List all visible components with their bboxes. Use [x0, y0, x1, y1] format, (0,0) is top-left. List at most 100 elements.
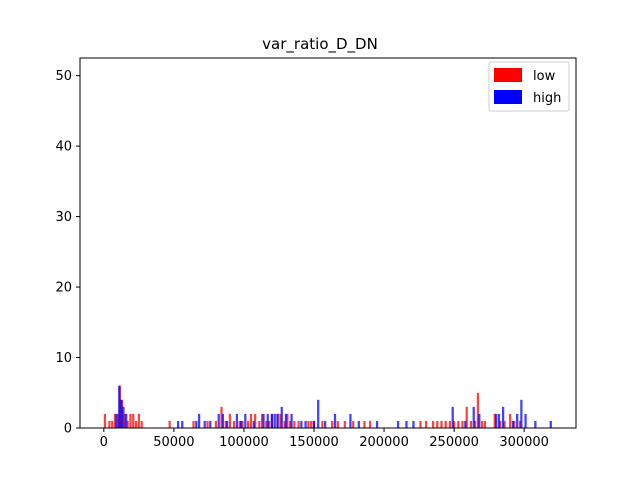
x-tick-label: 300000: [499, 435, 549, 450]
bar-low: [265, 420, 268, 428]
bar-high: [497, 413, 501, 428]
bar-low: [108, 420, 111, 428]
bar-high: [317, 399, 320, 428]
bar-high: [244, 413, 247, 428]
x-tick-label: 50000: [153, 435, 194, 450]
bar-high: [270, 413, 274, 428]
bar-high: [221, 413, 225, 428]
bar-low: [279, 413, 282, 428]
bar-low: [310, 420, 313, 428]
bar-low: [476, 392, 480, 428]
bar-high: [451, 406, 454, 428]
bar-low: [289, 420, 292, 428]
bar-low: [224, 420, 227, 428]
y-tick-label: 40: [55, 140, 72, 155]
legend: low high: [488, 61, 570, 112]
bar-low: [192, 420, 195, 428]
bar-low: [132, 413, 135, 428]
bar-high: [284, 413, 288, 428]
bar-high: [300, 420, 303, 428]
bar-low: [220, 406, 223, 428]
bar-low: [481, 420, 484, 428]
bar-low: [241, 420, 244, 428]
bar-low: [254, 413, 257, 428]
bar-high: [357, 420, 360, 428]
bar-high: [511, 420, 515, 428]
bar-low: [137, 413, 140, 428]
bar-high: [266, 413, 269, 428]
x-axis-ticks: 0 50000 100000 150000 200000 250000 300000: [100, 428, 549, 450]
bar-high: [226, 420, 229, 428]
y-axis-ticks: 0 10 20 30 40 50: [55, 69, 80, 437]
bar-low: [431, 420, 435, 428]
bar-low: [247, 420, 250, 428]
bar-low: [123, 413, 126, 428]
bar-low: [321, 420, 324, 428]
bar-high: [516, 413, 519, 428]
bar-high: [122, 406, 125, 428]
bar-high: [235, 413, 239, 428]
y-tick-label: 30: [55, 210, 72, 225]
bar-low: [461, 420, 464, 428]
bar-high: [349, 413, 352, 428]
x-tick-label: 0: [100, 435, 108, 450]
bar-high: [412, 420, 415, 428]
bar-high: [524, 413, 527, 428]
bar-low: [469, 420, 473, 428]
bar-high: [396, 420, 400, 428]
bar-low: [457, 420, 460, 428]
bar-low: [286, 413, 289, 428]
x-tick-label: 150000: [289, 435, 339, 450]
chart-title: var_ratio_D_DN: [262, 35, 378, 54]
bar-high: [240, 420, 243, 428]
y-tick-label: 0: [64, 422, 72, 437]
y-tick-label: 20: [55, 281, 72, 296]
bar-low: [352, 420, 355, 428]
bar-low: [419, 420, 422, 428]
bar-low: [474, 420, 477, 428]
bar-high: [290, 413, 293, 428]
bar-high: [209, 420, 212, 428]
bar-low: [518, 420, 522, 428]
bar-low: [444, 420, 447, 428]
axes: [79, 57, 577, 429]
bar-low: [258, 420, 261, 428]
bar-low: [261, 413, 264, 428]
bar-low: [168, 420, 171, 428]
y-tick-label: 50: [55, 69, 72, 84]
bar-low: [113, 413, 117, 428]
bar-low: [448, 420, 452, 428]
bar-high: [115, 413, 118, 428]
bar-low: [363, 420, 366, 428]
bar-high: [120, 399, 123, 428]
bar-low: [111, 420, 114, 428]
bar-high: [405, 420, 408, 428]
bar-low: [493, 413, 496, 428]
bar-low: [140, 420, 143, 428]
bar-low: [116, 413, 119, 428]
series-high-bars: [115, 385, 552, 428]
bar-low: [238, 420, 241, 428]
bar-low: [307, 420, 310, 428]
bar-low: [293, 420, 296, 428]
bar-high: [217, 413, 220, 428]
bar-high: [534, 420, 537, 428]
bar-low: [228, 413, 232, 428]
bar-low: [499, 420, 502, 428]
bar-low: [103, 413, 107, 428]
bar-low: [483, 420, 487, 428]
bar-high: [324, 420, 327, 428]
bar-low: [129, 413, 132, 428]
legend-label-low: low: [533, 69, 556, 84]
bar-high: [118, 385, 121, 428]
bar-low: [336, 420, 339, 428]
bar-low: [268, 420, 271, 428]
bar-high: [478, 413, 481, 428]
legend-swatch-high: [494, 90, 522, 104]
bar-low: [214, 420, 218, 428]
bar-high: [176, 420, 180, 428]
legend-label-high: high: [533, 91, 561, 106]
bar-high: [252, 420, 255, 428]
bar-high: [203, 420, 206, 428]
bar-low: [283, 420, 286, 428]
